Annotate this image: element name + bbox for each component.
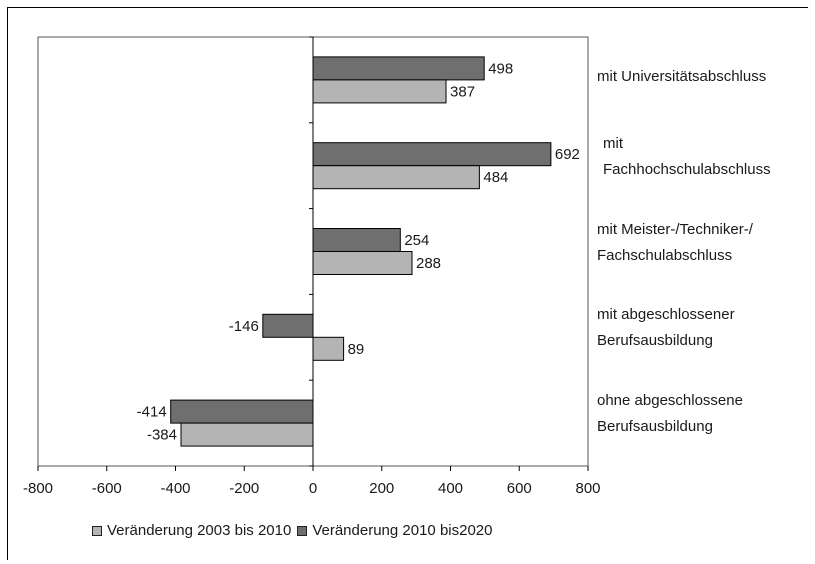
bar-value-label: 692 bbox=[555, 146, 580, 163]
x-tick-label: -200 bbox=[229, 480, 259, 497]
bar bbox=[262, 313, 314, 338]
legend-item-2003-2010: Veränderung 2003 bis 2010 bbox=[92, 522, 291, 539]
x-tick-label: -600 bbox=[92, 480, 122, 497]
bar bbox=[312, 79, 447, 104]
x-tick-label: 200 bbox=[369, 480, 394, 497]
bar-value-label: 498 bbox=[488, 60, 513, 77]
bar-value-label: 387 bbox=[450, 83, 475, 100]
bar bbox=[312, 142, 552, 167]
category-label: mit Meister-/Techniker-/ Fachschulabschl… bbox=[597, 220, 753, 264]
bar-value-label: -384 bbox=[147, 427, 177, 444]
chart-frame bbox=[7, 7, 808, 560]
category-label: ohne abgeschlossene Berufsausbildung bbox=[597, 392, 743, 436]
legend-label-2003-2010: Veränderung 2003 bis 2010 bbox=[107, 522, 292, 539]
x-tick-label: 800 bbox=[575, 480, 600, 497]
bar-value-label: -146 bbox=[229, 318, 259, 335]
bar bbox=[312, 251, 413, 275]
x-tick-label: -400 bbox=[160, 480, 190, 497]
x-tick-label: 0 bbox=[309, 480, 317, 497]
bar bbox=[312, 228, 401, 252]
bar bbox=[170, 399, 314, 424]
bar-value-label: 254 bbox=[404, 232, 429, 249]
bar-value-label: 484 bbox=[483, 169, 508, 186]
category-label: mit Universitätsabschluss bbox=[597, 67, 767, 85]
bar-value-label: 89 bbox=[348, 341, 365, 358]
category-label: mit Fachhochschulabschluss bbox=[603, 134, 771, 178]
legend-item-2010-2020: Veränderung 2010 bis2020 bbox=[297, 522, 492, 539]
bar bbox=[312, 165, 480, 190]
legend-label-2010-2020: Veränderung 2010 bis2020 bbox=[312, 522, 493, 539]
x-tick-label: -800 bbox=[23, 480, 53, 497]
legend: Veränderung 2003 bis 2010 Veränderung 20… bbox=[92, 522, 492, 539]
bar bbox=[312, 56, 485, 81]
bar-value-label: -414 bbox=[137, 404, 167, 421]
x-tick-label: 600 bbox=[507, 480, 532, 497]
legend-swatch-2003-2010 bbox=[92, 525, 102, 536]
bar-value-label: 288 bbox=[416, 255, 441, 272]
legend-swatch-2010-2020 bbox=[297, 525, 308, 536]
category-label: mit abgeschlossener Berufsausbildung bbox=[597, 306, 735, 350]
bar bbox=[312, 336, 345, 361]
x-tick-label: 400 bbox=[438, 480, 463, 497]
bar bbox=[180, 422, 314, 447]
